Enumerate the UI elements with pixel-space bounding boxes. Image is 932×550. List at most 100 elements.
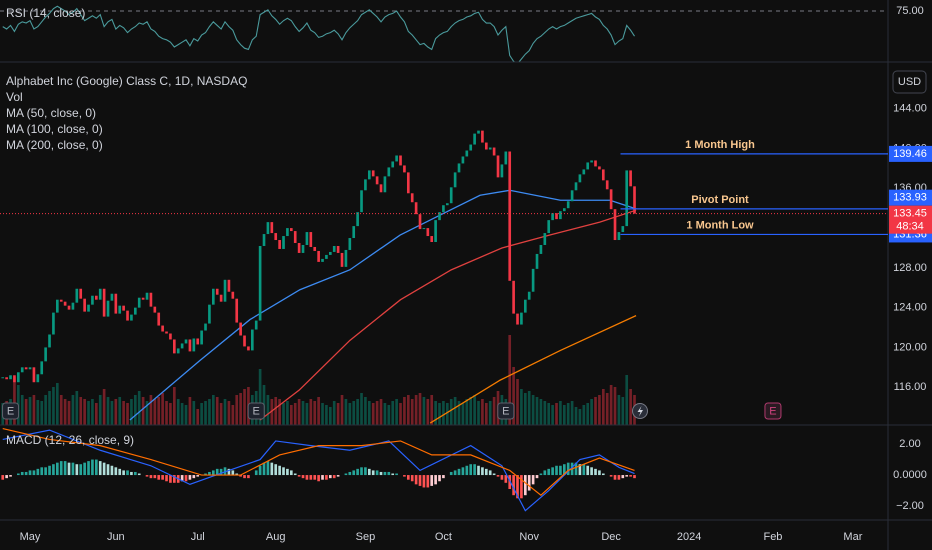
macd-histogram-bar (9, 475, 12, 477)
macd-histogram-bar (169, 475, 172, 483)
macd-histogram-bar (578, 464, 582, 476)
earnings-marker[interactable] (497, 402, 515, 420)
earnings-marker[interactable] (247, 402, 265, 420)
macd-histogram-bar (235, 473, 239, 476)
candle (196, 338, 200, 345)
candle (617, 232, 621, 241)
candle (508, 151, 512, 281)
volume-bar (282, 403, 285, 425)
macd-histogram-bar (270, 462, 274, 476)
volume-bar (434, 401, 437, 425)
candle (9, 375, 12, 380)
macd-histogram-bar (438, 475, 441, 482)
candle (44, 347, 47, 362)
macd-histogram-bar (262, 462, 266, 476)
candle (13, 375, 16, 383)
volume-bar (165, 401, 168, 425)
macd-legend: MACD (12, 26, close, 9) (6, 433, 134, 447)
candle (395, 155, 398, 162)
candle (613, 209, 617, 241)
volume-bar (578, 409, 582, 425)
volume-bar (145, 401, 149, 425)
macd-histogram-bar (71, 462, 75, 476)
volume-bar (67, 401, 71, 425)
candle (95, 295, 98, 300)
last-price-label: 133.45 (893, 208, 927, 220)
candle (227, 279, 231, 292)
volume-bar (215, 397, 219, 425)
candle (59, 299, 63, 302)
candle (250, 329, 254, 351)
volume-bar (157, 397, 161, 425)
candle (391, 161, 395, 168)
volume-bar (176, 399, 180, 425)
candle (48, 334, 51, 348)
volume-bar (473, 395, 476, 425)
volume-bar (453, 397, 457, 425)
level-label: 1 Month Low (686, 219, 754, 231)
macd-histogram-bar (391, 473, 395, 476)
macd-histogram-bar (332, 475, 336, 479)
axis-price-tag (889, 145, 932, 162)
candle (286, 228, 289, 237)
currency-button[interactable] (892, 70, 927, 94)
macd-histogram-bar (434, 475, 437, 485)
candle (559, 211, 562, 220)
candle (235, 298, 239, 323)
candle (137, 297, 141, 308)
macd-histogram-bar (328, 475, 332, 479)
volume-bar (98, 395, 102, 425)
volume-bar (321, 403, 324, 425)
candle (601, 169, 605, 181)
candle (371, 170, 375, 177)
volume-bar (293, 403, 297, 425)
macd-histogram-bar (336, 475, 340, 477)
level-label: 1 Month High (685, 139, 755, 151)
volume-bar (227, 401, 231, 425)
volume-bar (531, 395, 535, 425)
candle (176, 348, 180, 354)
candle (282, 236, 285, 249)
candle (434, 220, 437, 243)
axis-price-label: 139.46 (893, 148, 927, 160)
volume-bar (406, 395, 410, 425)
volume-bar (63, 399, 67, 425)
macd-histogram-bar (59, 461, 63, 476)
volume-bar (477, 401, 480, 425)
macd-histogram-bar (305, 475, 309, 480)
candle (79, 288, 83, 299)
y-tick-label: 144.00 (893, 103, 927, 115)
volume-bar (36, 400, 40, 425)
candle (481, 130, 484, 143)
earnings-marker[interactable] (2, 402, 20, 420)
candle (426, 228, 430, 237)
macd-histogram-bar (24, 471, 28, 476)
macd-histogram-bar (126, 470, 129, 476)
macd-histogram-bar (500, 475, 504, 480)
volume-bar (239, 393, 242, 425)
earnings-marker[interactable] (764, 402, 782, 420)
candle (301, 244, 305, 253)
volume-bar (586, 403, 590, 425)
volume-bar (379, 399, 383, 425)
volume-bar (219, 403, 223, 425)
macd-histogram-bar (535, 475, 539, 479)
macd-histogram-bar (32, 470, 36, 476)
candle (562, 208, 566, 212)
macd-histogram-bar (379, 471, 383, 476)
macd-histogram-bar (286, 468, 289, 476)
candle (28, 367, 32, 370)
volume-bar (44, 395, 47, 425)
candle (594, 160, 597, 167)
candle (32, 367, 36, 383)
volume-bar (141, 397, 145, 425)
volume-bar (594, 397, 597, 425)
volume-bar (20, 395, 24, 425)
currency[interactable]: USD (898, 76, 921, 88)
y-tick-label: 124.00 (893, 302, 927, 314)
volume-bar (114, 399, 118, 425)
macd-histogram-bar (406, 475, 410, 480)
volume-bar (126, 403, 129, 425)
macd-histogram-bar (566, 462, 570, 476)
